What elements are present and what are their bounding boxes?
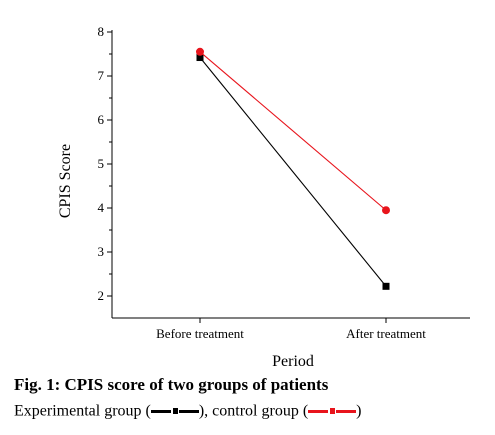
legend-swatch-experimental (150, 405, 199, 417)
y-tick-label: 4 (98, 200, 105, 215)
y-axis-label: CPIS Score (57, 144, 74, 218)
point-experimental-1 (382, 282, 390, 290)
x-tick-label: After treatment (346, 326, 426, 341)
legend-middle: ), control group ( (198, 402, 309, 420)
point-control-1 (382, 206, 390, 215)
y-tick-label: 6 (98, 112, 105, 127)
x-axis-label: Period (272, 353, 314, 370)
figure-caption: Fig. 1: CPIS score of two groups of pati… (14, 375, 329, 394)
legend-suffix: ) (356, 402, 362, 420)
point-experimental-0 (196, 54, 204, 62)
y-tick-label: 2 (98, 288, 105, 303)
chart-axes: 2 3 4 5 6 7 8 Before treatment After treatment (98, 24, 470, 341)
x-tick-label: Before treatment (156, 326, 244, 341)
cpis-line-chart: 2 3 4 5 6 7 8 Before treatment After treatment C… (57, 24, 470, 370)
y-tick-label: 3 (98, 244, 105, 259)
chart-series (196, 47, 390, 290)
point-control-0 (196, 47, 204, 56)
series-line-control (199, 51, 387, 211)
y-tick-label: 5 (98, 156, 105, 171)
legend-prefix: Experimental group ( (14, 402, 151, 420)
legend-swatch-control (308, 405, 357, 417)
legend: Experimental group ( ), control group ( … (14, 402, 361, 420)
y-tick-label: 7 (98, 68, 105, 83)
series-line-experimental (199, 57, 387, 287)
y-tick-label: 8 (98, 24, 105, 39)
